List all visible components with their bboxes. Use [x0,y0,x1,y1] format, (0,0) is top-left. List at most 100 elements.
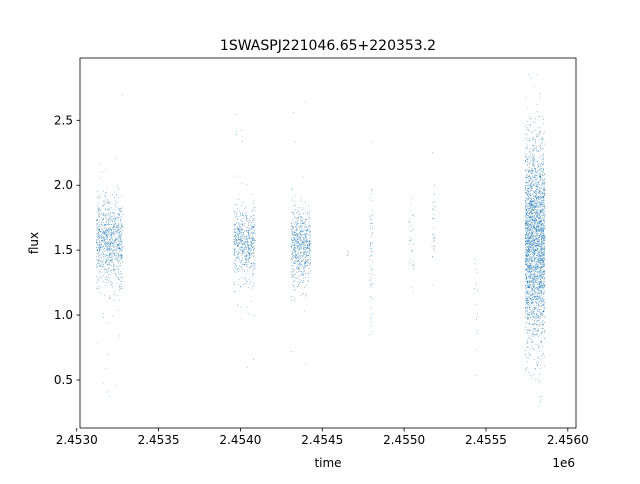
data-point [238,235,239,236]
data-point [534,279,536,281]
data-point [304,272,306,274]
data-point [249,244,251,246]
data-point [247,242,248,244]
data-point [119,287,121,289]
data-point [116,238,118,239]
data-point [108,242,110,244]
data-point [238,243,239,245]
data-point [525,200,526,202]
data-point [527,243,529,245]
data-point [540,211,542,213]
data-point [534,309,535,310]
data-point [118,225,120,226]
data-point [291,260,293,261]
data-point [530,246,531,247]
data-point [246,236,248,238]
data-point [98,211,99,212]
data-point [531,215,533,217]
data-point [544,238,546,240]
data-point [233,263,235,264]
data-point [369,334,371,336]
data-point [537,170,538,172]
data-point [541,282,543,284]
data-point [544,225,545,226]
data-point [238,249,240,250]
data-point [543,266,545,267]
data-point [106,205,108,207]
data-point [525,261,527,263]
data-point [531,297,533,299]
data-point [528,229,529,231]
data-point [536,269,538,270]
data-point [292,269,294,270]
data-point [538,212,540,213]
data-point [540,202,541,204]
data-point [308,240,310,242]
data-point [303,237,304,239]
data-point [248,266,250,268]
data-point [476,316,478,318]
data-point [529,268,530,270]
data-point [293,284,295,286]
data-point [292,241,293,243]
data-point [234,232,236,233]
data-point [239,227,240,229]
data-point [538,280,540,282]
data-point [541,247,543,249]
data-point [300,251,302,253]
data-point [235,222,237,224]
data-point [298,260,299,262]
data-point [529,298,531,299]
data-point [253,242,255,243]
data-point [300,225,301,227]
data-point [528,372,529,373]
data-point [537,189,539,190]
data-point [99,263,100,265]
data-point [539,240,540,242]
data-point [530,265,532,267]
data-point [528,196,529,197]
data-point [530,313,532,314]
data-point [536,330,538,332]
data-point [246,247,248,249]
data-point [241,211,243,213]
data-point [246,254,247,255]
data-point [537,231,539,233]
data-point [297,259,299,260]
data-point [538,216,539,218]
data-point [533,276,535,278]
data-point [240,260,242,261]
data-point [532,137,534,138]
data-point [304,240,306,242]
data-point [530,190,532,191]
data-point [296,229,297,230]
data-point [529,309,531,310]
data-point [542,123,544,125]
data-point [536,230,537,232]
data-point [542,274,544,276]
data-point [239,232,241,234]
data-point [536,248,538,249]
data-point [114,273,116,274]
data-point [108,231,110,233]
data-point [529,231,530,233]
data-point [543,237,545,239]
data-point [300,252,301,254]
data-point [535,161,537,163]
data-point [527,307,529,309]
data-point [537,221,539,223]
data-point [246,230,248,232]
data-point [310,239,311,241]
data-point [541,303,542,304]
data-point [108,322,110,324]
data-point [542,175,543,176]
data-point [96,224,98,226]
data-point [298,260,300,262]
data-point [113,230,115,232]
data-point [542,228,544,229]
data-point [532,170,534,172]
data-point [303,275,304,276]
data-point [296,286,298,288]
data-point [526,258,527,260]
data-point [432,152,433,154]
